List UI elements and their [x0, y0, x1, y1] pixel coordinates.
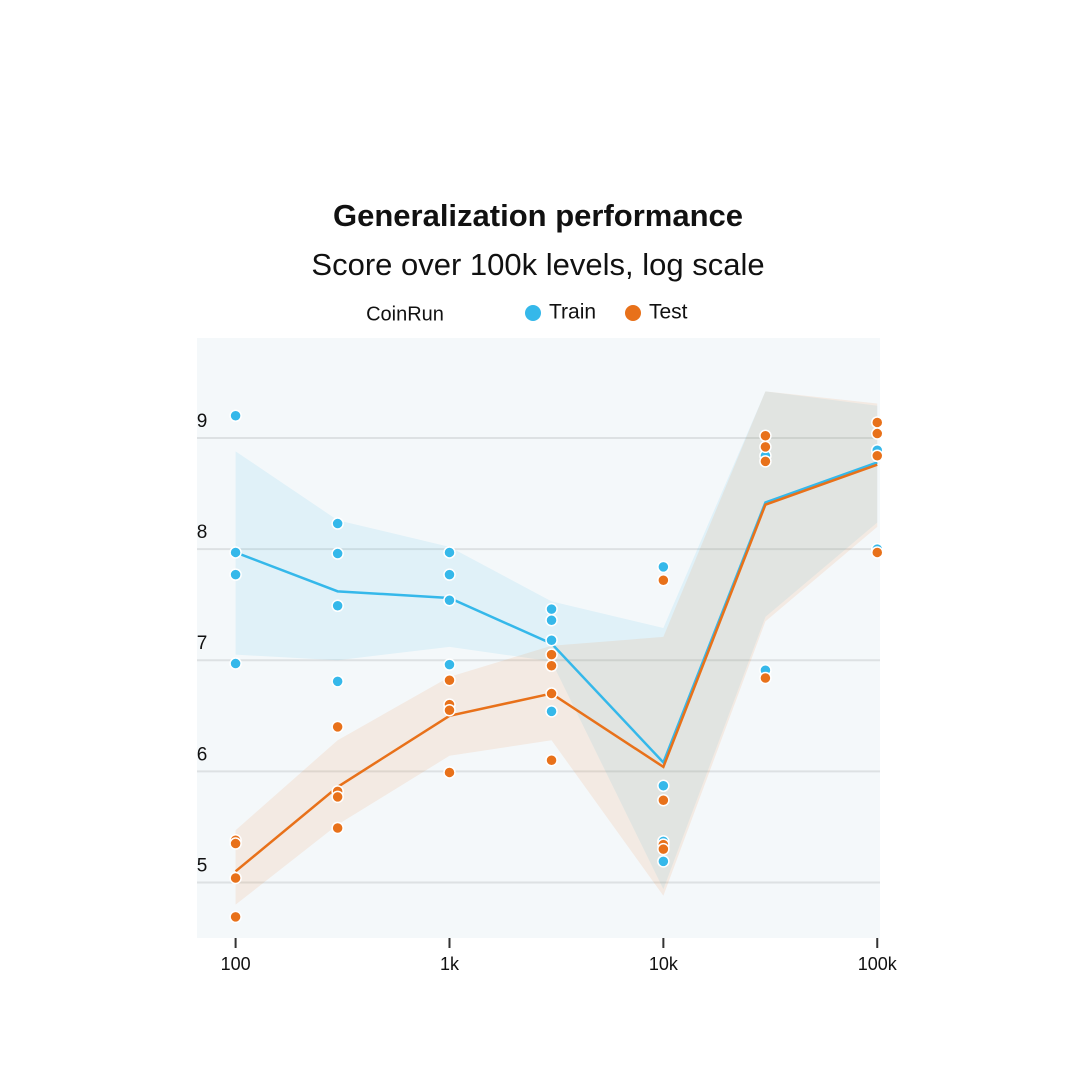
data-point — [443, 593, 456, 607]
legend-marker — [625, 305, 641, 321]
data-point — [657, 779, 670, 793]
data-point — [229, 568, 242, 581]
legend-title: CoinRun — [366, 303, 444, 325]
data-point — [871, 427, 884, 440]
data-point — [229, 657, 242, 670]
data-point — [229, 837, 242, 850]
data-point — [759, 440, 772, 454]
data-point — [759, 455, 772, 468]
data-point — [545, 648, 558, 661]
data-point — [331, 675, 344, 688]
data-point — [331, 547, 344, 560]
data-point — [657, 573, 670, 587]
data-point — [331, 720, 344, 734]
data-point — [331, 517, 344, 530]
data-point — [657, 793, 670, 807]
data-point — [331, 821, 344, 835]
data-point — [443, 658, 456, 671]
y-tick-label: 7 — [197, 633, 208, 654]
data-point — [657, 560, 670, 574]
data-point — [545, 602, 558, 616]
data-point — [871, 546, 884, 559]
data-point — [545, 687, 558, 700]
legend-marker — [525, 305, 541, 321]
data-point — [443, 703, 456, 717]
legend-label: Test — [649, 301, 688, 324]
data-point — [545, 633, 558, 647]
y-tick-label: 6 — [197, 744, 208, 765]
data-point — [331, 790, 344, 804]
data-point — [443, 673, 456, 687]
chart-subtitle: Score over 100k levels, log scale — [311, 247, 764, 282]
x-tick-label: 100 — [221, 954, 251, 974]
x-tick-label: 1k — [440, 954, 460, 974]
data-point — [443, 766, 456, 779]
data-point — [657, 855, 670, 868]
data-point — [443, 568, 456, 581]
data-point — [657, 842, 670, 856]
data-point — [545, 659, 558, 673]
data-point — [871, 416, 884, 429]
x-tick-label: 10k — [649, 954, 679, 974]
data-point — [759, 429, 772, 443]
y-tick-label: 8 — [197, 522, 208, 543]
data-point — [545, 753, 558, 767]
legend-label: Train — [549, 301, 596, 324]
data-point — [545, 613, 558, 627]
y-tick-label: 5 — [197, 855, 208, 876]
data-point — [229, 910, 242, 924]
y-tick-label: 9 — [197, 411, 208, 432]
data-point — [229, 871, 242, 885]
data-point — [871, 449, 884, 463]
x-tick-label: 100k — [858, 954, 898, 974]
data-point — [331, 599, 344, 613]
data-point — [545, 705, 558, 718]
data-point — [229, 409, 242, 423]
data-point — [443, 546, 456, 559]
chart-title: Generalization performance — [333, 198, 743, 233]
data-point — [229, 546, 242, 559]
data-point — [759, 671, 772, 685]
